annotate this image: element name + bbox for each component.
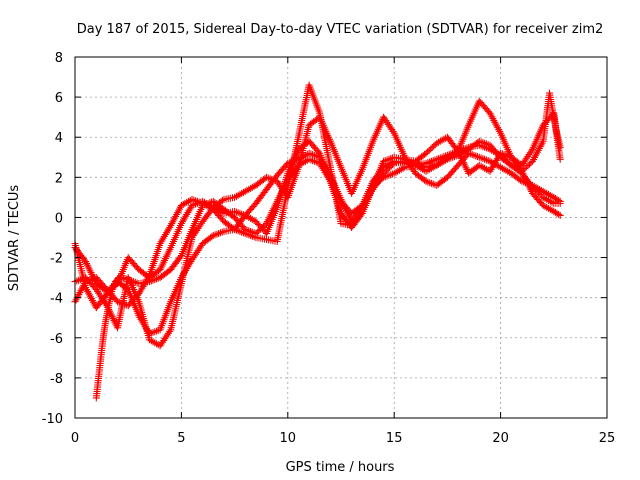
y-tick-label: 6 [55,91,63,106]
axis-ticks: 0 5 10 15 20 25 -10 -8 -6 -4 -2 0 2 4 6 8 [42,51,616,446]
chart-title: Day 187 of 2015, Sidereal Day-to-day VTE… [77,22,604,37]
x-tick-label: 25 [599,431,616,446]
x-tick-label: 5 [177,431,185,446]
y-tick-label: -4 [50,292,63,307]
y-tick-label: -6 [50,332,63,347]
x-tick-label: 20 [492,431,509,446]
x-axis-label: GPS time / hours [286,460,395,475]
y-tick-label: 2 [55,171,63,186]
x-tick-label: 0 [71,431,79,446]
series-day-5 [92,89,564,402]
y-tick-label: -2 [50,252,63,267]
y-axis-label: SDTVAR / TECUs [7,185,22,292]
plot-frame [74,56,608,419]
point-markers [92,89,564,402]
x-tick-label: 15 [386,431,403,446]
y-tick-label: 4 [55,131,63,146]
grid [75,57,607,418]
y-tick-label: 8 [55,51,63,66]
y-tick-label: -8 [50,372,63,387]
y-tick-label: -10 [42,412,63,427]
data-series [71,81,564,402]
y-tick-label: 0 [55,211,63,226]
x-tick-label: 10 [280,431,297,446]
